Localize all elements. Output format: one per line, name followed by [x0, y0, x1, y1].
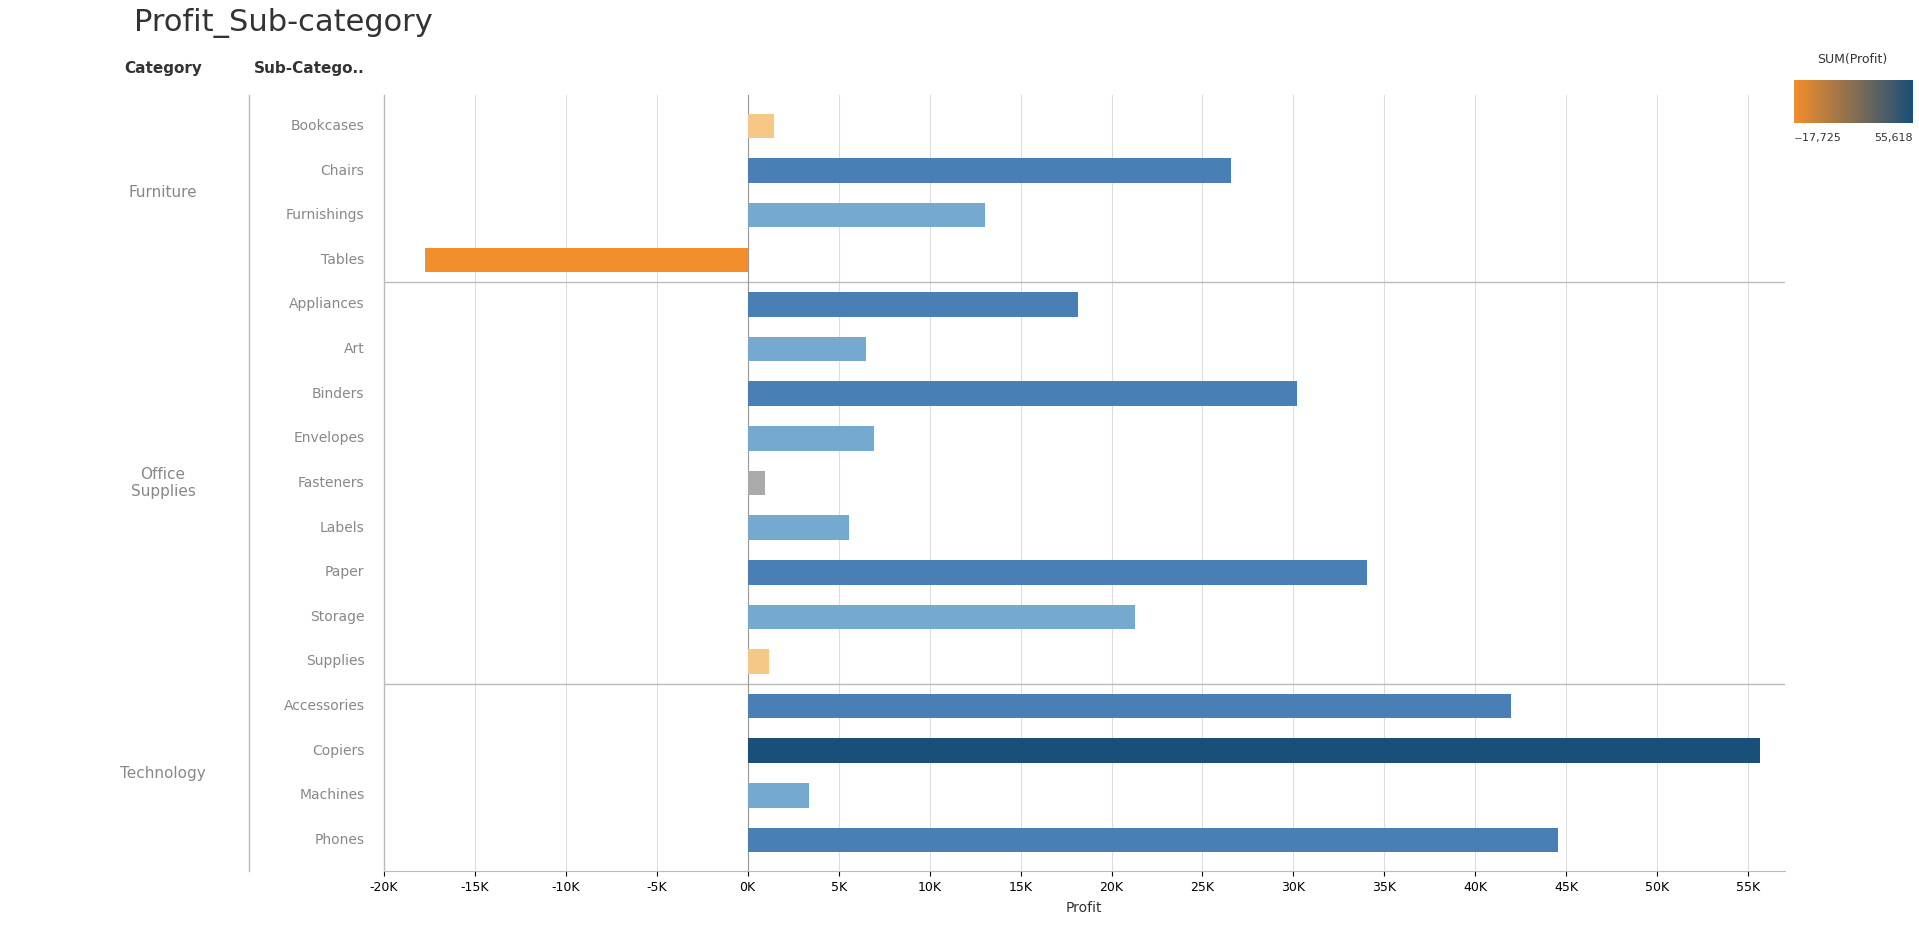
Bar — [748, 337, 865, 362]
Bar — [748, 114, 773, 138]
Text: 55,618: 55,618 — [1875, 133, 1913, 143]
Text: Furniture: Furniture — [129, 186, 198, 201]
Bar — [748, 783, 810, 808]
Bar — [748, 739, 1760, 763]
X-axis label: Profit: Profit — [1065, 901, 1103, 915]
Text: Category: Category — [125, 61, 201, 76]
Bar — [748, 650, 770, 673]
Bar — [748, 828, 1558, 852]
Bar — [748, 158, 1232, 183]
Text: Accessories: Accessories — [284, 699, 365, 713]
Bar — [748, 694, 1510, 719]
Bar — [748, 203, 984, 227]
Text: Storage: Storage — [311, 610, 365, 624]
Text: Office
Supplies: Office Supplies — [130, 467, 196, 499]
Bar — [748, 471, 766, 495]
Text: Furnishings: Furnishings — [286, 208, 365, 223]
Text: Bookcases: Bookcases — [292, 119, 365, 133]
Bar — [748, 382, 1297, 406]
Text: Tables: Tables — [320, 253, 365, 267]
Text: Fasteners: Fasteners — [297, 476, 365, 490]
Text: SUM(Profit): SUM(Profit) — [1817, 53, 1886, 66]
Text: Appliances: Appliances — [290, 297, 365, 312]
Bar — [748, 426, 875, 451]
Bar — [426, 247, 748, 272]
Text: Supplies: Supplies — [305, 654, 365, 669]
Text: Technology: Technology — [121, 765, 205, 780]
Bar — [748, 560, 1366, 584]
Text: Phones: Phones — [315, 833, 365, 847]
Text: Art: Art — [344, 342, 365, 356]
Bar — [748, 515, 848, 540]
Text: Chairs: Chairs — [320, 164, 365, 178]
Text: Profit_Sub-category: Profit_Sub-category — [134, 8, 434, 38]
Text: Sub-Catego..: Sub-Catego.. — [253, 61, 365, 76]
Bar — [748, 604, 1134, 629]
Text: --17,725: --17,725 — [1794, 133, 1840, 143]
Text: Envelopes: Envelopes — [294, 431, 365, 445]
Bar — [748, 293, 1078, 316]
Text: Binders: Binders — [313, 386, 365, 401]
Text: Labels: Labels — [320, 521, 365, 535]
Text: Paper: Paper — [324, 565, 365, 580]
Text: Copiers: Copiers — [313, 743, 365, 758]
Text: Machines: Machines — [299, 788, 365, 802]
